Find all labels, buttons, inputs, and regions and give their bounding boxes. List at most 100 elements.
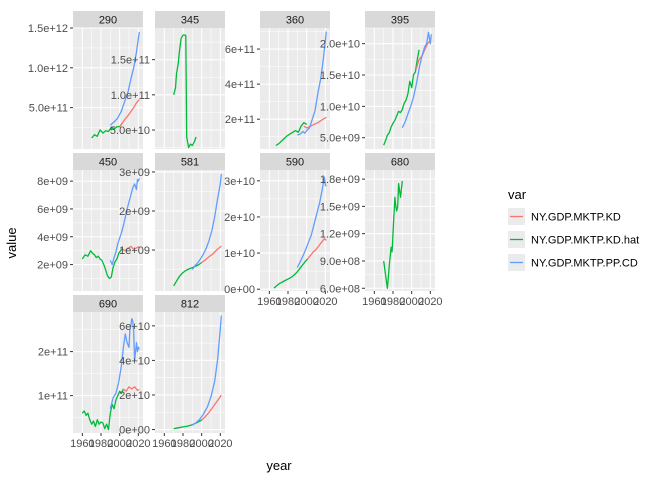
facet-strip-812 — [155, 295, 225, 312]
series-line-ny-gdp-mktp-kd — [122, 245, 140, 252]
y-tick-label: 2e+11 — [38, 347, 68, 359]
y-tick-label: 5.0e+09 — [320, 133, 360, 145]
series-line-ny-gdp-mktp-pp-cd — [109, 317, 140, 409]
series-line-ny-gdp-mktp-pp-cd — [191, 315, 222, 426]
x-tick-label: 2020 — [126, 438, 150, 450]
legend-item-ny-gdp-mktp-kd: NY.GDP.MKTP.KD — [508, 208, 621, 225]
y-tick-label: 1e+11 — [38, 391, 68, 403]
x-tick-label: 2020 — [208, 438, 232, 450]
facet-strip-label: 345 — [181, 15, 199, 27]
facet-strip-581 — [155, 153, 225, 170]
facet-strip-label: 450 — [99, 157, 117, 169]
facet-strip-label: 590 — [286, 157, 304, 169]
x-tick-label: 1980 — [171, 438, 195, 450]
x-tick-label: 2000 — [399, 296, 423, 308]
facet-strip-690 — [73, 295, 143, 312]
x-tick-label: 1980 — [89, 438, 113, 450]
facet-strip-590 — [260, 153, 330, 170]
series-line-ny-gdp-mktp-kd — [303, 116, 327, 129]
y-tick-label: 6e+09 — [37, 204, 68, 216]
series-line-ny-gdp-mktp-kd-hat — [91, 122, 124, 139]
facet-strip-360 — [260, 11, 330, 28]
x-tick-label: 1960 — [70, 438, 94, 450]
y-tick-label: 6e+11 — [225, 44, 255, 56]
y-tick-label: 0e+00 — [119, 425, 150, 437]
y-tick-label: 4e+09 — [37, 232, 68, 244]
legend-title: var — [508, 187, 527, 202]
series-line-ny-gdp-mktp-pp-cd — [401, 31, 432, 128]
facet-strip-label: 812 — [181, 299, 199, 311]
facet-strip-345 — [155, 11, 225, 28]
facet-strip-label: 581 — [181, 157, 199, 169]
y-tick-label: 1.5e+12 — [28, 23, 68, 35]
y-tick-label: 6.0e+08 — [320, 283, 360, 295]
y-tick-label: 1.8e+09 — [320, 174, 360, 186]
facet-strip-450 — [73, 153, 143, 170]
y-tick-label: 6e+10 — [119, 321, 150, 333]
panel-background — [73, 170, 143, 291]
facet-panel-360: 360 2e+11 4e+11 6e+11 — [225, 11, 330, 149]
series-line-ny-gdp-mktp-kd — [201, 394, 222, 421]
y-tick-label: 8e+09 — [37, 176, 68, 188]
x-tick-label: 2020 — [418, 296, 442, 308]
y-tick-label: 1.5e+10 — [320, 70, 360, 82]
series-line-ny-gdp-mktp-kd — [122, 386, 140, 392]
y-axis-title: value — [4, 227, 19, 258]
x-tick-label: 1960 — [362, 296, 386, 308]
x-tick-label: 2000 — [107, 438, 131, 450]
legend-label: NY.GDP.MKTP.KD — [531, 212, 621, 224]
y-tick-label: 1.5e+09 — [320, 201, 360, 213]
facet-panel-395: 395 5.0e+09 1.0e+10 1.5e+10 2.0e+10 — [320, 11, 435, 149]
facet-strip-label: 690 — [99, 299, 117, 311]
facet-strip-label: 360 — [286, 15, 304, 27]
y-tick-label: 1.2e+09 — [320, 229, 360, 241]
y-tick-label: 4e+11 — [225, 79, 255, 91]
panel-background — [155, 312, 225, 433]
panel-background — [365, 170, 435, 291]
facet-strip-label: 290 — [99, 15, 117, 27]
y-tick-label: 1.0e+12 — [28, 63, 68, 75]
series-line-ny-gdp-mktp-kd-hat — [81, 247, 124, 280]
legend-label: NY.GDP.MKTP.KD.hat — [531, 235, 639, 247]
series-line-ny-gdp-mktp-kd-hat — [173, 261, 203, 287]
facet-strip-395 — [365, 11, 435, 28]
legend: var NY.GDP.MKTP.KD NY.GDP.MKTP.KD.hat NY.G… — [508, 187, 639, 271]
facet-strip-label: 395 — [391, 15, 409, 27]
series-line-ny-gdp-mktp-kd — [307, 237, 327, 260]
series-line-ny-gdp-mktp-kd-hat — [275, 122, 308, 147]
y-tick-label: 1.0e+10 — [320, 101, 360, 113]
x-axis-title: year — [266, 458, 292, 473]
series-line-ny-gdp-mktp-kd-hat — [173, 34, 197, 149]
panel-background — [155, 28, 225, 149]
y-tick-label: 1.0e+11 — [111, 90, 150, 102]
x-tick-label: 2020 — [313, 296, 337, 308]
series-line-ny-gdp-mktp-kd — [119, 99, 140, 128]
y-tick-label: 2e+09 — [119, 206, 150, 218]
y-tick-label: 1.5e+11 — [111, 55, 150, 67]
x-tick-label: 2000 — [294, 296, 318, 308]
facet-panel-450: 450 2e+09 4e+09 6e+09 8e+09 — [37, 153, 143, 291]
y-tick-label: 5.0e+11 — [29, 103, 68, 115]
x-tick-label: 2000 — [189, 438, 213, 450]
y-tick-label: 9.0e+08 — [320, 256, 360, 268]
y-tick-label: 4e+10 — [119, 355, 150, 367]
facet-strip-680 — [365, 153, 435, 170]
facet-strip-290 — [73, 11, 143, 28]
facet-panel-680: 680 6.0e+08 9.0e+08 1.2e+09 1.5e+09 1.8e+09 19… — [320, 153, 443, 308]
x-tick-label: 1960 — [257, 296, 281, 308]
x-tick-label: 1960 — [152, 438, 176, 450]
facet-strip-label: 680 — [391, 157, 409, 169]
series-line-ny-gdp-mktp-pp-cd — [191, 173, 222, 270]
series-line-ny-gdp-mktp-pp-cd — [109, 178, 140, 266]
facet-panel-290: 290 5.0e+11 1.0e+12 1.5e+12 — [28, 11, 143, 149]
series-line-ny-gdp-mktp-kd-hat — [273, 258, 309, 289]
panel-background — [365, 28, 435, 149]
legend-item-ny-gdp-mktp-pp-cd: NY.GDP.MKTP.PP.CD — [508, 254, 638, 271]
facet-panel-345: 345 5.0e+10 1.0e+11 1.5e+11 — [110, 11, 225, 149]
y-tick-label: 1e+09 — [119, 245, 150, 257]
x-tick-label: 1980 — [276, 296, 300, 308]
facet-panel-581: 581 1e+09 2e+09 3e+09 — [119, 153, 225, 291]
y-tick-label: 2e+10 — [119, 390, 150, 402]
